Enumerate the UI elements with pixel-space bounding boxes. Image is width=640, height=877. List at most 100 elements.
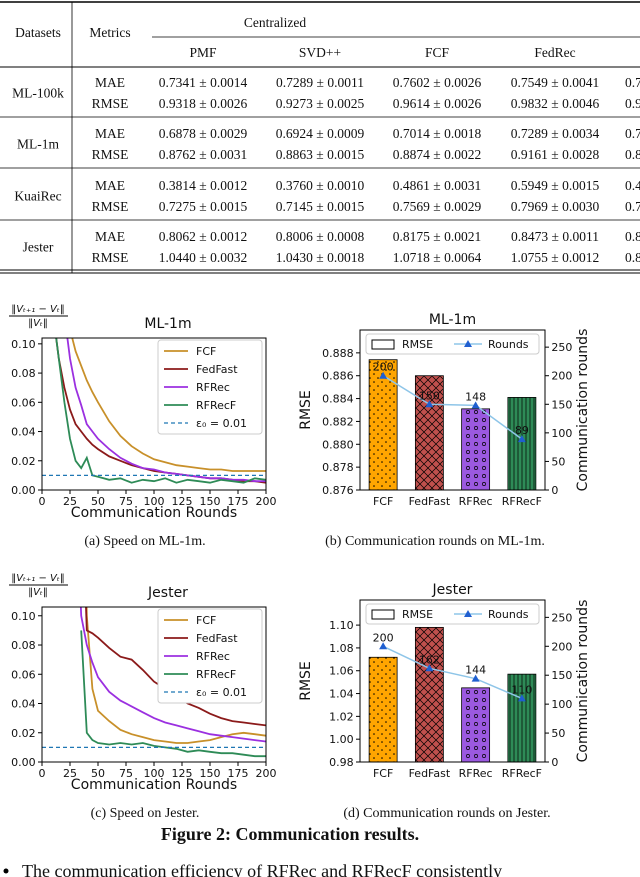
- x-tick-label: RFRecF: [502, 767, 542, 780]
- data-label: 89: [515, 424, 529, 437]
- legend-label: RMSE: [402, 338, 433, 351]
- table-cell: 0.7275 ± 0.0015: [159, 199, 248, 214]
- y-tick-label: 0.00: [11, 484, 36, 497]
- series-line: [85, 607, 266, 744]
- series-line: [66, 338, 266, 483]
- y-tick-label: 1.10: [329, 619, 354, 632]
- bar: [368, 656, 398, 763]
- x-tick-label: 200: [256, 767, 277, 780]
- y2-axis-label: Communication rounds: [575, 329, 591, 492]
- y-tick-label: 50: [551, 455, 565, 468]
- plot-area: [42, 338, 266, 484]
- y-tick-label: 0.882: [322, 415, 354, 428]
- column-header: PMF: [189, 45, 217, 60]
- table-cell: 0.9273 ± 0.0025: [276, 96, 365, 111]
- y-tick-label: 0.06: [11, 396, 36, 409]
- x-tick-label: 75: [119, 495, 133, 508]
- legend-swatch: [371, 339, 395, 350]
- x-tick-label: FCF: [373, 767, 393, 780]
- y-tick-label: 1.08: [329, 642, 354, 655]
- y-tick-label: 0: [551, 484, 558, 497]
- table-cell: 0.5949 ± 0.0015: [511, 178, 600, 193]
- bar: [461, 408, 491, 491]
- legend-label: FedFast: [196, 632, 238, 645]
- x-tick-label: 0: [39, 495, 46, 508]
- x-tick-label: 75: [119, 767, 133, 780]
- y-label-numerator: ‖Vₜ₊₁ − Vₜ‖: [11, 573, 65, 584]
- legend-swatch: [371, 609, 395, 620]
- dataset-name: ML-1m: [17, 137, 59, 152]
- table-cell: 0.6878 ± 0.0029: [159, 126, 248, 141]
- legend-label: ε₀ = 0.01: [196, 417, 247, 430]
- legend-swatch: [464, 610, 472, 617]
- legend-label: RFRecF: [196, 668, 236, 681]
- data-label: 162: [419, 653, 440, 666]
- legend-frame: [157, 339, 263, 435]
- y-tick-label: 0.888: [322, 347, 354, 360]
- y-tick-label: 0.884: [322, 393, 354, 406]
- y-tick-label: 0.04: [11, 698, 36, 711]
- y-tick-label: 150: [551, 398, 572, 411]
- series-line: [79, 607, 266, 743]
- x-tick-label: 0: [39, 767, 46, 780]
- y-axis-label: RMSE: [298, 661, 314, 701]
- x-tick-label: 150: [200, 495, 221, 508]
- x-tick-label: FCF: [373, 495, 393, 508]
- y-tick-label: 200: [551, 370, 572, 383]
- rounds-marker: [379, 642, 388, 650]
- metric-name: MAE: [95, 229, 125, 244]
- metric-name: RMSE: [92, 250, 129, 265]
- dataset-name: Jester: [23, 240, 54, 255]
- x-tick-label: FedFast: [409, 767, 451, 780]
- legend-label: FCF: [196, 345, 216, 358]
- table-cell: 1.0440 ± 0.0032: [159, 250, 247, 265]
- rounds-marker: [517, 435, 526, 443]
- chart-title: Jester: [147, 585, 188, 601]
- bar: [368, 359, 398, 491]
- table-cell: 0.4861 ± 0.0031: [393, 178, 481, 193]
- series-line: [80, 630, 266, 758]
- table-cell: 0.8762 ± 0.0031: [159, 147, 247, 162]
- rounds-marker: [471, 401, 480, 409]
- x-tick-label: 100: [144, 495, 165, 508]
- data-label: 150: [419, 389, 440, 402]
- table-cell: 0.7289 ± 0.0011: [276, 75, 364, 90]
- metric-name: RMSE: [92, 199, 129, 214]
- table-cell: 1.0430 ± 0.0018: [276, 250, 365, 265]
- table-cell: 0.8175 ± 0.0021: [393, 229, 481, 244]
- table-cell: 0.9318 ± 0.0026: [159, 96, 248, 111]
- table-cell: 0.9: [625, 96, 640, 111]
- table-cell: 0.8: [625, 250, 640, 265]
- subcaption: (c) Speed on Jester.: [91, 806, 200, 821]
- x-axis-label: Communication Rounds: [71, 777, 237, 793]
- chart-title: ML-1m: [144, 316, 191, 332]
- y2-axis-label: Communication rounds: [575, 600, 591, 763]
- plot-area: [42, 607, 266, 758]
- bar: [507, 397, 537, 491]
- column-header: SVD++: [299, 45, 341, 60]
- data-label: 200: [373, 361, 394, 374]
- figure-caption: Figure 2: Communication results.: [161, 824, 419, 844]
- table-cell: 0.8: [625, 229, 640, 244]
- series-line: [55, 338, 266, 484]
- y-tick-label: 1.06: [329, 665, 354, 678]
- x-tick-label: 25: [63, 767, 77, 780]
- y-tick-label: 1.04: [329, 688, 354, 701]
- y-tick-label: 0.04: [11, 426, 36, 439]
- table-cell: 0.7289 ± 0.0034: [511, 126, 600, 141]
- data-label: 110: [511, 683, 532, 696]
- legend-label: FCF: [196, 614, 216, 627]
- column-header: Metrics: [89, 25, 130, 40]
- legend-label: FedFast: [196, 363, 238, 376]
- x-tick-label: 100: [144, 767, 165, 780]
- table-cell: 0.8006 ± 0.0008: [276, 229, 365, 244]
- y-tick-label: 150: [551, 669, 572, 682]
- chart-title: Jester: [432, 582, 473, 598]
- y-label-numerator: ‖Vₜ₊₁ − Vₜ‖: [11, 304, 65, 315]
- metric-name: MAE: [95, 75, 125, 90]
- y-tick-label: 0.878: [322, 461, 354, 474]
- metric-name: RMSE: [92, 96, 129, 111]
- legend-frame: [157, 608, 263, 704]
- table-cell: 0.8863 ± 0.0015: [276, 147, 365, 162]
